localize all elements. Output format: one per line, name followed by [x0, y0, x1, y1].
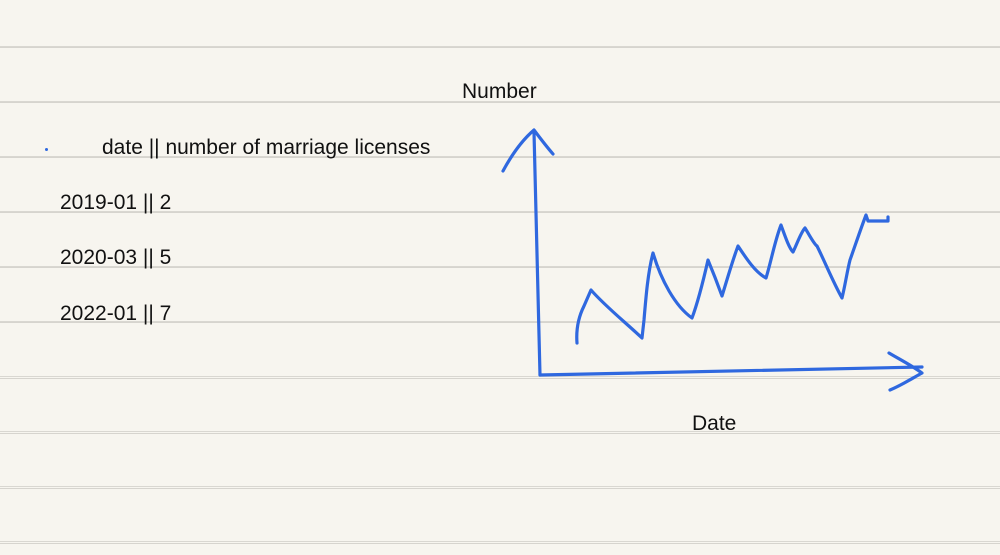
- y-axis-stroke: [532, 130, 542, 377]
- notes-row[interactable]: 2020-03 || 5: [60, 246, 172, 269]
- ruled-line: [0, 543, 1000, 544]
- ruled-line: [0, 157, 1000, 158]
- ruled-line: [0, 433, 1000, 434]
- y-axis-arrowhead: [501, 128, 555, 173]
- ruled-line: [0, 322, 1000, 323]
- ruled-line: [0, 378, 1000, 379]
- y-axis-label: Number: [462, 80, 537, 103]
- ruled-line: [0, 488, 1000, 489]
- x-axis-label: Date: [692, 412, 737, 435]
- ruled-line: [0, 47, 1000, 48]
- trend-squiggle: [575, 213, 890, 345]
- x-axis-stroke: [538, 365, 924, 377]
- notes-header[interactable]: date || number of marriage licenses: [102, 136, 431, 159]
- ruled-line: [0, 102, 1000, 103]
- x-axis-arrowhead: [887, 351, 924, 392]
- ruled-line: [0, 212, 1000, 213]
- ruled-line: [0, 267, 1000, 268]
- notes-row[interactable]: 2022-01 || 7: [60, 302, 172, 325]
- bullet-dot: [45, 148, 48, 151]
- notes-row[interactable]: 2019-01 || 2: [60, 191, 172, 214]
